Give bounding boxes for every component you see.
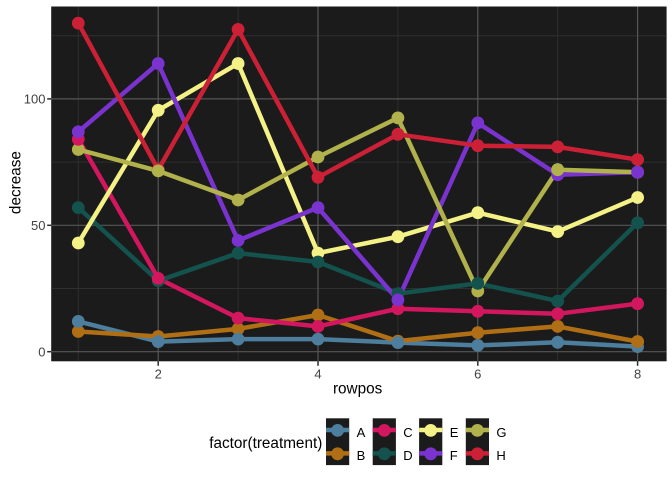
- svg-text:rowpos: rowpos: [333, 381, 383, 398]
- svg-text:4: 4: [314, 366, 321, 381]
- svg-text:G: G: [496, 425, 506, 440]
- svg-text:50: 50: [31, 218, 45, 233]
- svg-text:F: F: [450, 448, 458, 463]
- svg-text:8: 8: [634, 366, 641, 381]
- svg-text:B: B: [357, 448, 366, 463]
- svg-text:6: 6: [474, 366, 481, 381]
- svg-text:C: C: [403, 425, 412, 440]
- svg-text:E: E: [450, 425, 459, 440]
- svg-text:factor(treatment): factor(treatment): [209, 435, 322, 452]
- svg-text:A: A: [357, 425, 366, 440]
- svg-text:100: 100: [24, 92, 46, 107]
- svg-text:decrease: decrease: [8, 151, 25, 214]
- svg-text:2: 2: [155, 366, 162, 381]
- svg-text:H: H: [496, 448, 505, 463]
- svg-text:0: 0: [38, 344, 45, 359]
- svg-text:D: D: [403, 448, 412, 463]
